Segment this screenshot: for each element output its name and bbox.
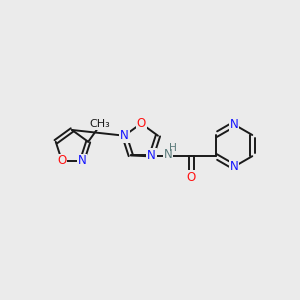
Text: N: N xyxy=(230,118,238,131)
Text: N: N xyxy=(230,160,238,173)
Text: N: N xyxy=(164,148,172,161)
Text: H: H xyxy=(169,143,177,153)
Text: O: O xyxy=(136,117,146,130)
Text: CH₃: CH₃ xyxy=(89,119,110,129)
Text: O: O xyxy=(57,154,67,167)
Text: N: N xyxy=(78,154,86,167)
Text: N: N xyxy=(147,149,156,162)
Text: N: N xyxy=(120,129,129,142)
Text: O: O xyxy=(187,171,196,184)
